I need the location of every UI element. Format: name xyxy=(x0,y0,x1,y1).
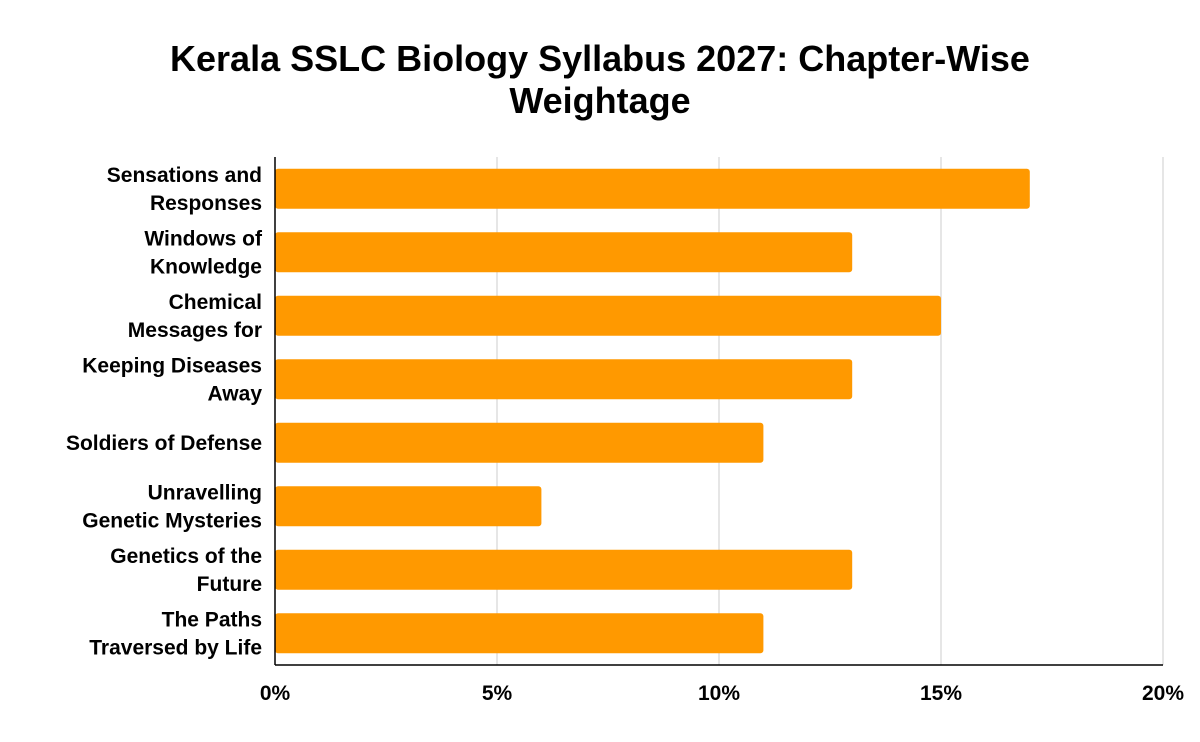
category-label-line: Unravelling xyxy=(148,481,262,504)
category-label-0: Sensations and Responses xyxy=(107,164,262,215)
chart-title: Kerala SSLC Biology Syllabus 2027: Chapt… xyxy=(170,38,1030,121)
bar-7 xyxy=(275,613,764,654)
category-label-line: Knowledge xyxy=(150,255,262,278)
category-label-line: Genetics of the xyxy=(110,545,262,568)
bar-6 xyxy=(275,549,853,590)
category-label-4: Soldiers of Defense xyxy=(66,432,262,455)
bar-5 xyxy=(275,486,542,527)
category-label-line: Responses xyxy=(150,192,262,215)
bars xyxy=(275,168,1030,654)
category-label-6: Genetics of the Future xyxy=(110,545,262,596)
category-label-line: The Paths xyxy=(162,608,262,631)
axes xyxy=(274,157,1163,666)
category-label-line: Traversed by Life xyxy=(89,636,262,659)
category-label-line: Sensations and xyxy=(107,164,262,187)
category-label-line: Genetic Mysteries xyxy=(82,509,262,532)
bar-0 xyxy=(275,168,1030,209)
x-tick-label-4: 20% xyxy=(1142,682,1184,705)
bar-4 xyxy=(275,422,764,463)
x-tick-label-2: 10% xyxy=(698,682,740,705)
chart-title-container: Kerala SSLC Biology Syllabus 2027: Chapt… xyxy=(0,38,1200,122)
category-label-line: Away xyxy=(208,382,263,405)
category-label-2: Chemical Messages for xyxy=(128,291,262,342)
category-label-line: Soldiers of Defense xyxy=(66,432,262,455)
x-tick-labels: 0% 5% 10% 15% 20% xyxy=(260,682,1185,705)
bar-1 xyxy=(275,232,853,273)
category-label-line: Windows of xyxy=(144,227,263,250)
category-labels: Sensations and Responses Windows of Knowled… xyxy=(66,164,263,660)
category-label-7: The Paths Traversed by Life xyxy=(89,608,262,659)
bar-2 xyxy=(275,295,941,336)
bar-3 xyxy=(275,359,853,400)
category-label-line: Chemical xyxy=(169,291,262,314)
category-label-line: Messages for xyxy=(128,319,262,342)
category-label-line: Future xyxy=(197,573,262,596)
x-tick-label-0: 0% xyxy=(260,682,291,705)
x-tick-label-3: 15% xyxy=(920,682,962,705)
x-tick-label-1: 5% xyxy=(482,682,513,705)
category-label-1: Windows of Knowledge xyxy=(144,227,263,278)
category-label-5: Unravelling Genetic Mysteries xyxy=(82,481,262,532)
category-label-line: Keeping Diseases xyxy=(82,354,262,377)
category-label-3: Keeping Diseases Away xyxy=(82,354,262,405)
